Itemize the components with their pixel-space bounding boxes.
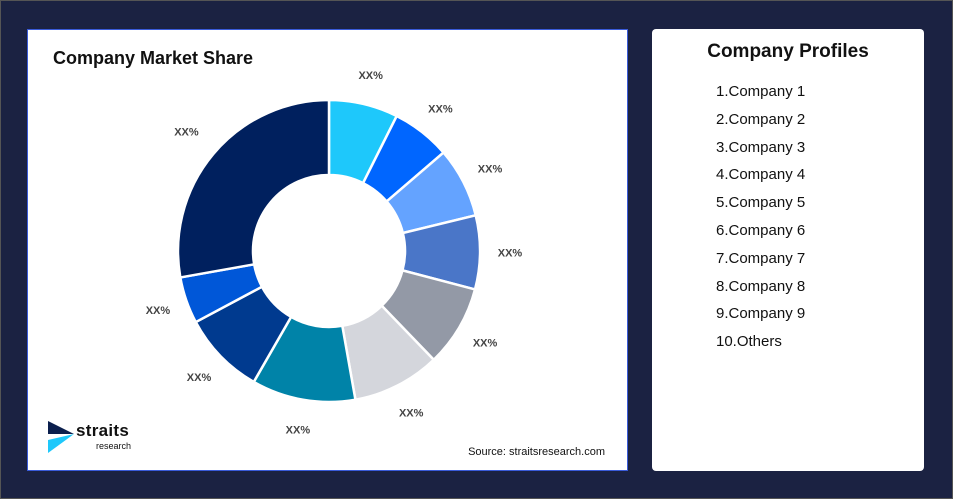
logo-mark-icon [48, 421, 74, 453]
company-profiles-panel: Company Profiles 1.Company 1 2.Company 2… [652, 29, 924, 471]
logo-text: straits [76, 421, 130, 440]
chart-panel: Company Market Share XX% XX% XX% XX% XX% XX% X… [27, 29, 628, 471]
data-label: XX% [286, 424, 311, 436]
donut-chart: XX% XX% XX% XX% XX% XX% XX% XX% XX% XX% [146, 70, 523, 436]
source-text: Source: straitsresearch.com [468, 446, 605, 458]
data-label: XX% [174, 127, 199, 139]
data-label: XX% [473, 338, 498, 350]
data-label: XX% [399, 407, 424, 419]
data-label: XX% [498, 248, 523, 260]
profile-item: 7.Company 7 [716, 249, 806, 267]
profile-item: 5.Company 5 [716, 194, 806, 212]
logo-subtext: research [96, 441, 132, 451]
profiles-title: Company Profiles [707, 41, 869, 62]
profile-item: 6.Company 6 [716, 221, 806, 239]
profile-item: 9.Company 9 [716, 305, 806, 323]
data-label: XX% [428, 103, 453, 115]
profile-item: 2.Company 2 [716, 110, 806, 128]
data-label: XX% [146, 305, 171, 317]
profile-item: 3.Company 3 [716, 138, 806, 156]
data-label: XX% [358, 70, 383, 82]
profile-item: 10.Others [716, 333, 782, 351]
straits-logo: straits research [48, 421, 131, 458]
donut-slice-10 [176, 98, 331, 279]
chart-title: Company Market Share [53, 48, 254, 68]
profile-item: 8.Company 8 [716, 277, 806, 295]
profile-item: 4.Company 4 [716, 166, 806, 184]
profiles-list: 1.Company 1 2.Company 2 3.Company 3 4.Co… [716, 82, 805, 360]
profile-item: 1.Company 1 [716, 83, 806, 100]
data-label: XX% [187, 372, 212, 384]
data-label: XX% [478, 163, 503, 175]
